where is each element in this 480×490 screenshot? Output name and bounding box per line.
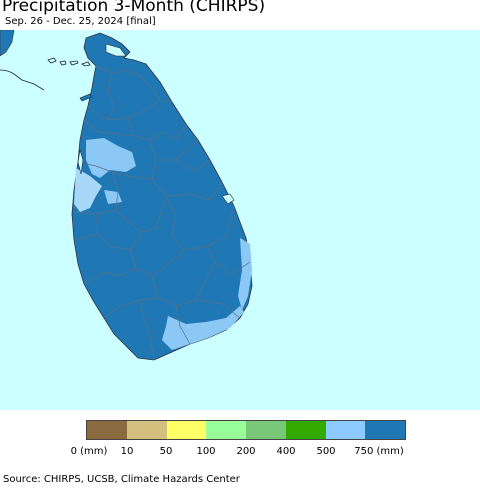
legend-label: 750 (mm) <box>354 446 404 457</box>
legend-label: 400 <box>276 446 296 457</box>
jaffna-lagoon <box>105 43 127 57</box>
legend-labels: 0 (mm) 10 50 100 200 400 500 750 (mm) <box>0 446 480 460</box>
map-title: Precipitation 3-Month (CHIRPS) <box>2 0 266 16</box>
legend-swatch-50 <box>166 421 207 439</box>
sri-lanka-map <box>0 30 253 361</box>
legend-swatch-750 <box>365 421 405 439</box>
legend-label: 200 <box>236 446 256 457</box>
india-coast-outline <box>0 69 45 91</box>
legend-label: 100 <box>196 446 216 457</box>
light-zone-east-coast <box>238 238 252 310</box>
map-panel <box>0 30 480 410</box>
india-coast <box>0 30 15 57</box>
adams-bridge-islands <box>47 57 91 67</box>
source-credit: Source: CHIRPS, UCSB, Climate Hazards Ce… <box>3 474 240 485</box>
light-zone-west-strip <box>74 168 102 212</box>
legend-label: 10 <box>120 446 134 457</box>
kalpitiya-lagoon <box>77 149 84 175</box>
trincomalee-bay <box>221 193 235 205</box>
precipitation-legend-bar <box>86 420 406 440</box>
district-boundaries <box>73 65 251 361</box>
legend-swatch-500 <box>325 421 366 439</box>
mannar-island <box>79 93 93 102</box>
date-range-subtitle: Sep. 26 - Dec. 25, 2024 [final] <box>5 16 156 27</box>
light-zone-south-coast <box>162 306 244 350</box>
legend-swatch-200 <box>246 421 286 439</box>
legend-swatch-100 <box>206 421 246 439</box>
legend-label: 50 <box>159 446 173 457</box>
legend-label: 0 (mm) <box>70 446 108 457</box>
light-zone-northwest <box>86 138 136 178</box>
legend-label: 500 <box>316 446 336 457</box>
legend-swatch-400 <box>285 421 326 439</box>
legend-swatch-0 <box>87 421 127 439</box>
legend-swatch-10 <box>126 421 167 439</box>
